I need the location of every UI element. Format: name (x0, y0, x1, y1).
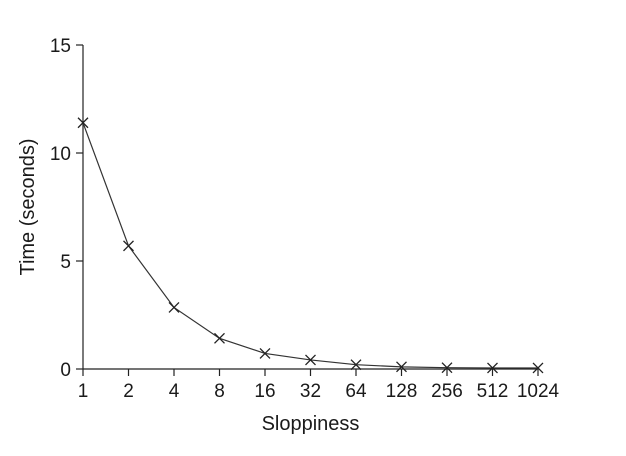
x-tick-label: 1 (78, 381, 89, 402)
data-point-marker (123, 240, 134, 252)
x-axis-title: Sloppiness (262, 413, 360, 435)
x-tick-label: 256 (431, 381, 463, 402)
x-tick-label: 32 (300, 381, 321, 402)
x-axis-ticks: 1 2 4 8 16 32 64 128 256 512 1024 (78, 369, 560, 402)
plot-area (77, 117, 544, 374)
data-point-marker (487, 362, 498, 374)
x-tick-label: 16 (254, 381, 275, 402)
y-tick-label: 0 (60, 360, 71, 381)
data-point-marker (305, 354, 316, 366)
data-point-marker (396, 361, 407, 373)
x-tick-label: 512 (477, 381, 509, 402)
x-tick-label: 64 (345, 381, 367, 402)
y-axis-ticks: 0 5 10 15 (50, 36, 83, 381)
y-tick-label: 15 (50, 36, 71, 57)
data-point-marker (532, 362, 544, 374)
y-axis-title: Time (seconds) (17, 138, 39, 275)
axes (82, 45, 538, 370)
data-point-marker (214, 332, 225, 344)
x-tick-label: 2 (123, 381, 134, 402)
y-tick-label: 10 (50, 144, 71, 165)
x-tick-label: 4 (169, 381, 180, 402)
x-tick-label: 128 (386, 381, 418, 402)
data-point-marker (259, 347, 271, 359)
y-tick-label: 5 (60, 252, 71, 273)
data-point-marker (168, 301, 180, 313)
x-tick-label: 1024 (517, 381, 560, 402)
x-tick-label: 8 (214, 381, 225, 402)
data-point-marker (441, 362, 453, 374)
data-point-marker (77, 117, 89, 129)
series-line (82, 122, 538, 369)
data-point-marker (350, 359, 362, 371)
